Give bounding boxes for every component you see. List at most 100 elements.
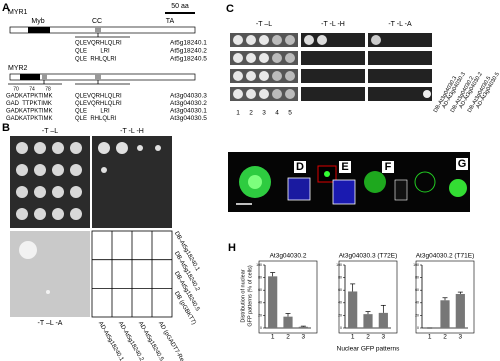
y-tick-label: 40 (338, 301, 342, 305)
bar (455, 293, 465, 328)
panel-label: A (2, 2, 10, 14)
panel-label: E (341, 161, 348, 173)
plate-strip (301, 87, 365, 101)
sequence: QLEVQRHLQLRI (75, 41, 122, 47)
x-tick-label: 1 (271, 334, 275, 341)
x-tick-label: 3 (459, 334, 463, 341)
colony (34, 186, 46, 198)
yeast-spot (304, 35, 314, 45)
nucleus (449, 179, 467, 197)
bar (268, 276, 278, 328)
lane-number: 2 (249, 110, 253, 117)
accession: At3g04030.2 (170, 100, 207, 107)
yeast-spot (285, 89, 295, 99)
plate-strip (301, 51, 365, 65)
plate-strip (301, 69, 365, 83)
lane-number: 3 (262, 110, 266, 117)
label-box (339, 161, 351, 173)
lane-number: 1 (236, 110, 240, 117)
plot-frame (258, 260, 318, 334)
y-tick-label: 0 (260, 326, 262, 330)
lane-number: 5 (288, 110, 292, 117)
yeast-spot (259, 71, 269, 81)
yeast-spot (246, 53, 256, 63)
x-tick-label: 1 (351, 334, 355, 341)
chart-title: At3g04030.2 (270, 253, 307, 260)
y-axis-label: Distribution of nuclear (240, 269, 246, 322)
plate-strip (368, 69, 432, 83)
myb-domain (20, 74, 40, 80)
colony (52, 142, 64, 154)
x-tick-label: 3 (382, 334, 386, 341)
plate-strip (301, 33, 365, 47)
inset (287, 177, 311, 201)
sequence: QLE LRI (75, 109, 110, 115)
y-tick-label: 20 (415, 313, 419, 317)
colony (116, 142, 128, 154)
colony (70, 208, 82, 220)
sequence: GADKATPKTIMK (6, 109, 53, 115)
label-box (456, 158, 468, 170)
nucleus (364, 171, 386, 193)
position: 70 (13, 86, 19, 92)
colony (70, 164, 82, 176)
y-tick-label: 60 (338, 288, 342, 292)
yeast-spot (285, 53, 295, 63)
nucleus (414, 171, 436, 193)
y-tick-label: 40 (258, 301, 262, 305)
label-box (382, 161, 394, 173)
yeast-spot (423, 90, 431, 98)
colony (16, 164, 28, 176)
colony (16, 186, 28, 198)
lane-number: 4 (275, 110, 279, 117)
colony (46, 290, 50, 294)
colony (52, 186, 64, 198)
colony (52, 164, 64, 176)
condition-label: -T -L -H (321, 21, 345, 28)
error-bar (350, 283, 356, 292)
error-bar (442, 297, 448, 301)
bar (283, 316, 293, 328)
accession: At3g04030.1 (170, 108, 207, 115)
accession: At3g04030.5 (170, 115, 207, 122)
yeast-spot (272, 71, 282, 81)
error-bar (300, 325, 306, 327)
sequence: GAD TTPKTIMK (6, 101, 52, 107)
nucleus (324, 171, 330, 177)
bar (440, 300, 450, 328)
chart-title: At3g04030.2 (T71E) (416, 253, 475, 260)
y-tick-label: 20 (338, 313, 342, 317)
cc-domain (95, 74, 101, 80)
y-tick-label: 100 (336, 263, 342, 267)
error-bar (270, 272, 276, 277)
panel-label: G (458, 158, 467, 170)
plot-frame (415, 260, 475, 334)
error-bar (365, 311, 371, 315)
y-tick-label: 80 (258, 276, 262, 280)
condition-label: -T –L (42, 128, 58, 135)
yeast-spot (285, 35, 295, 45)
y-tick-label: 80 (415, 276, 419, 280)
sequence: GADKATPKTIMK (6, 94, 53, 100)
sequence: QLE RHLQLRI (75, 116, 117, 122)
yeast-spot (233, 89, 243, 99)
y-tick-label: 0 (340, 326, 342, 330)
x-tick-label: 3 (302, 334, 306, 341)
bar (378, 312, 388, 328)
plate-strip (368, 87, 432, 101)
bar (363, 314, 373, 328)
x-tick-label: 1 (428, 334, 432, 341)
sequence: GADKATPKTIMK (6, 116, 53, 122)
y-tick-label: 20 (258, 313, 262, 317)
error-bar (380, 304, 386, 313)
yeast-spot (272, 35, 282, 45)
colony (34, 142, 46, 154)
domain-label: CC (92, 18, 102, 25)
chart-title: At3g04030.3 (T72E) (339, 253, 398, 260)
panel-label: H (228, 242, 236, 254)
position: 78 (45, 86, 51, 92)
colony (155, 145, 161, 151)
condition-label: -T –L (256, 21, 272, 28)
protein-bar (9, 26, 196, 34)
